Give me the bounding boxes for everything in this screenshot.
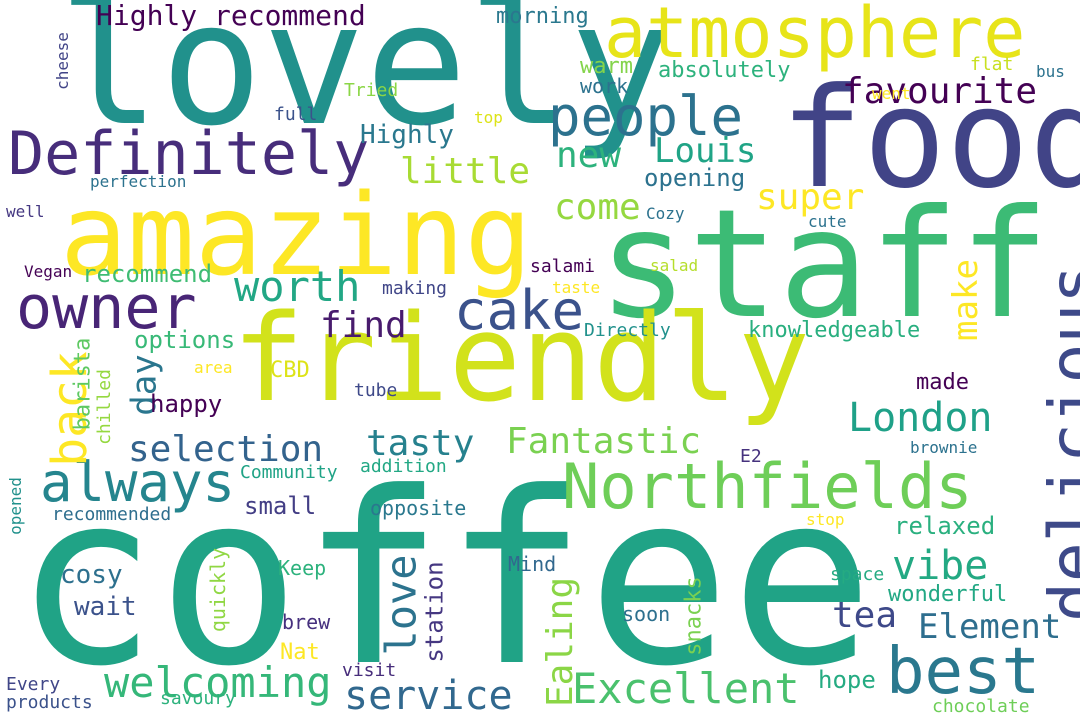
word-wait: wait (74, 592, 137, 622)
word-tea: tea (832, 595, 898, 636)
word-worth: worth (234, 262, 361, 311)
word-find: find (320, 305, 407, 346)
word-e2: E2 (740, 446, 762, 467)
word-full: full (274, 104, 318, 125)
word-people: people (548, 85, 744, 148)
word-cheese: cheese (52, 32, 72, 90)
word-always: always (40, 451, 236, 514)
word-make: make (945, 259, 986, 341)
word-highly-recommend: Highly recommend (96, 0, 366, 32)
word-recommend: recommend (82, 260, 213, 288)
word-work: work (580, 74, 629, 98)
word-barista: barista (70, 337, 96, 431)
word-small: small (244, 492, 317, 520)
word-definitely: Definitely (8, 119, 370, 189)
word-welcoming: welcoming (104, 658, 332, 707)
word-taste: taste (552, 278, 601, 297)
word-cute: cute (808, 212, 847, 231)
word-delicious: delicious (1034, 264, 1080, 622)
word-louis: Louis (654, 131, 757, 171)
word-morning: morning (496, 4, 589, 29)
word-savoury: savoury (160, 688, 236, 709)
word-flat: flat (970, 54, 1014, 75)
word-soon: soon (622, 602, 671, 626)
word-staff: staff (598, 178, 1050, 352)
word-area: area (194, 358, 233, 377)
word-tasty: tasty (366, 423, 475, 464)
word-vegan: Vegan (24, 262, 73, 281)
word-highly: Highly (360, 120, 454, 150)
word-cozy: Cozy (646, 204, 685, 223)
word-lovely: lovely (58, 0, 673, 164)
word-happy: happy (150, 390, 223, 418)
word-relaxed: relaxed (894, 512, 996, 540)
word-snacks: snacks (681, 576, 707, 656)
word-london: London (848, 395, 993, 441)
word-space: space (830, 564, 885, 585)
word-vibe: vibe (892, 543, 989, 589)
word-chocolate: chocolate (932, 696, 1030, 717)
word-warm: warm (580, 54, 633, 79)
word-selection: selection (128, 429, 324, 470)
word-atmosphere: atmosphere (604, 0, 1026, 74)
word-stop: stop (806, 510, 845, 529)
word-tube: tube (354, 380, 398, 401)
word-keep: Keep (278, 556, 327, 580)
word-opposite: opposite (370, 496, 467, 520)
word-chilled: chilled (93, 369, 115, 445)
word-directly: Directly (584, 320, 671, 341)
word-new: new (556, 135, 622, 176)
word-northfields: Northfields (562, 450, 973, 523)
word-brew: brew (282, 610, 331, 634)
word-best: best (886, 635, 1041, 709)
word-fantastic: Fantastic (506, 421, 702, 462)
word-opened: opened (5, 477, 25, 535)
word-made: made (916, 370, 969, 395)
word-products: products (6, 692, 93, 713)
word-coffee: coffee (14, 442, 874, 719)
word-top: top (474, 108, 503, 127)
word-excellent: Excellent (572, 664, 800, 713)
word-well: well (6, 202, 45, 221)
word-little: little (400, 151, 531, 192)
word-absolutely: absolutely (658, 58, 791, 83)
word-friendly: friendly (232, 290, 810, 429)
word-owner: owner (16, 273, 197, 343)
word-element: Element (918, 607, 1062, 647)
word-service: service (344, 673, 513, 719)
word-favourite: favourite (842, 71, 1038, 112)
word-bus: bus (1036, 62, 1065, 81)
word-amazing: amazing (60, 171, 533, 301)
word-love: love (376, 554, 426, 656)
word-food: food (780, 58, 1080, 219)
word-ealing: Ealing (540, 576, 582, 708)
word-quickly: quickly (206, 547, 231, 633)
word-cake: cake (454, 279, 585, 342)
word-salad: salad (650, 256, 699, 275)
word-visit: visit (342, 660, 397, 681)
word-cbd: CBD (270, 358, 310, 383)
word-perfection: perfection (90, 172, 187, 191)
word-community: Community (240, 462, 338, 483)
word-cosy: cosy (60, 560, 123, 590)
word-opening: opening (644, 164, 746, 192)
word-wonderful: wonderful (888, 582, 1008, 607)
word-come: come (554, 187, 641, 228)
word-making: making (382, 278, 448, 299)
word-recommended: recommended (52, 504, 172, 525)
word-addition: addition (360, 456, 447, 477)
word-nat: Nat (280, 640, 320, 665)
word-every: Every (6, 674, 61, 695)
word-station: station (420, 561, 449, 663)
word-hope: hope (818, 666, 876, 694)
word-super: super (756, 177, 865, 218)
word-tried: Tried (344, 80, 399, 101)
word-went: went (872, 84, 911, 103)
word-mind: Mind (508, 552, 557, 576)
word-salami: salami (530, 256, 596, 277)
word-knowledgeable: knowledgeable (748, 318, 921, 343)
word-brownie: brownie (910, 438, 978, 457)
word-options: options (134, 326, 236, 354)
